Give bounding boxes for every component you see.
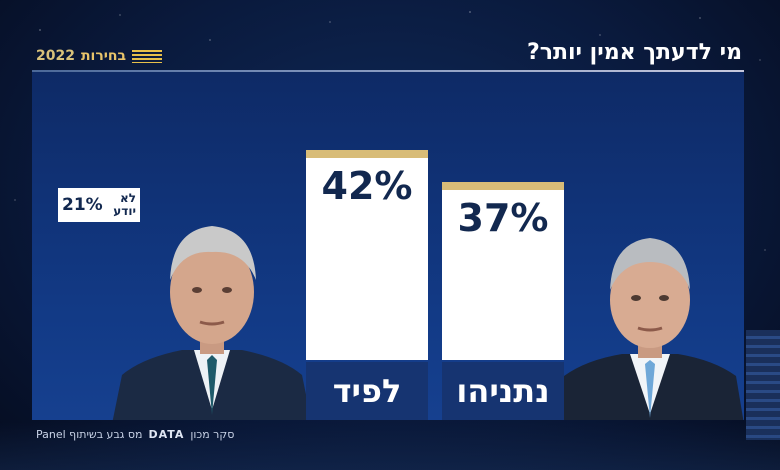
data-logo: DATA [148, 428, 185, 441]
brand-text: בחירות [80, 48, 127, 64]
chart-panel: 42% לפיד 37% נתניהו [32, 72, 744, 420]
footer-credit: סקר מכון DATA מס גבע בשיתוף Panel [36, 428, 234, 441]
netanyahu-portrait [556, 238, 744, 420]
stage-floor [0, 422, 780, 470]
bar-netanyahu-body [442, 190, 564, 360]
bar-lapid-value: 42% [321, 164, 413, 208]
bar-netanyahu: 37% נתניהו [442, 182, 564, 420]
bar-lapid-top [306, 150, 428, 158]
bar-netanyahu-value: 37% [457, 196, 549, 240]
dont-know-line1: לא [120, 191, 136, 205]
footer-text: סקר מכון [190, 428, 235, 441]
bar-netanyahu-label: נתניהו [442, 362, 564, 420]
bar-lapid: 42% לפיד [306, 150, 428, 420]
dont-know-box: 21% לא יודע [58, 188, 140, 222]
dont-know-line2: יודע [113, 204, 136, 218]
lapid-portrait [112, 226, 312, 420]
bar-lapid-label: לפיד [306, 362, 428, 420]
brand-year: 2022 [36, 48, 75, 64]
bar-netanyahu-top [442, 182, 564, 190]
page-title: מי לדעתך אמין יותר? [526, 40, 742, 65]
header-rule [32, 70, 744, 72]
elections-brand: 2022 בחירות [36, 48, 163, 64]
bar-lapid-body [306, 158, 428, 360]
background-building [746, 330, 780, 440]
dont-know-label: לא יודע [113, 192, 136, 218]
dont-know-value: 21% [62, 195, 103, 215]
brand-flag-icon [132, 49, 163, 63]
footer-partner: מס גבע בשיתוף Panel [36, 428, 143, 441]
